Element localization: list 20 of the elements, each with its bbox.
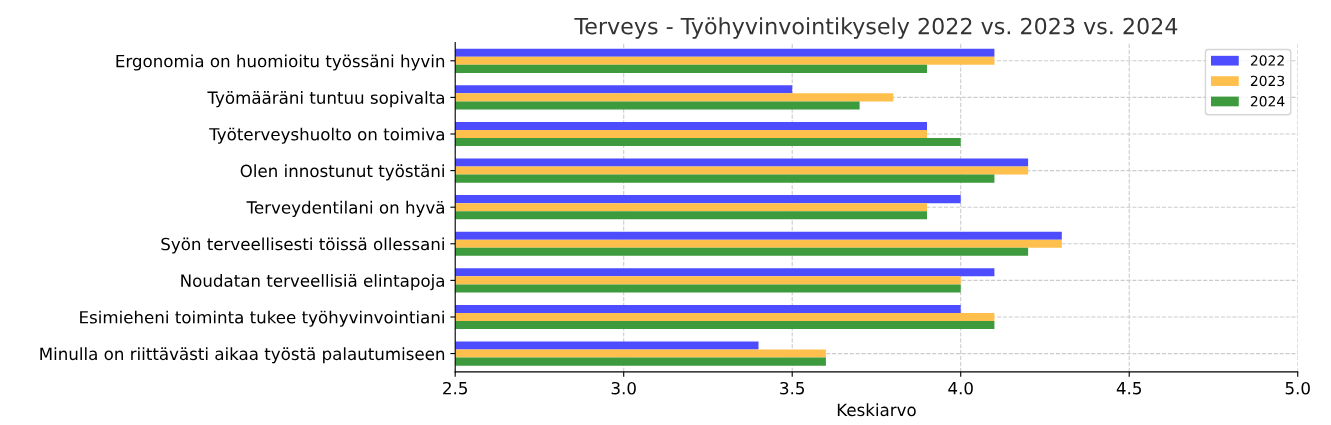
y-tick-label: Esimieheni toiminta tukee työhyvinvointiani [80, 310, 444, 327]
x-axis-title: Keskiarvo [837, 403, 916, 417]
y-tick-label: Ergonomia on huomioitu työssäni hyvin [116, 54, 445, 71]
legend-label: 2024 [1250, 96, 1285, 107]
y-tick-label: Minulla on riittävästi aikaa työstä palautumiseen [40, 347, 445, 364]
x-tick-label: 3.0 [611, 381, 636, 395]
y-tick-label: Syön terveellisesti töissä ollessani [161, 237, 444, 254]
y-tick-label: Työterveyshuolto on toimiva [209, 127, 444, 144]
x-tick-label: 4.0 [948, 381, 973, 395]
legend-label: 2022 [1250, 55, 1284, 66]
y-tick-label: Terveydentilani on hyvä [246, 200, 444, 217]
x-tick-label: 4.5 [1116, 382, 1142, 395]
legend-label: 2023 [1250, 75, 1285, 87]
x-tick-label: 5.0 [1285, 381, 1310, 395]
y-tick-label: Noudatan terveellisiä elintapoja [181, 274, 444, 291]
chart-title: Terveys - Työhyvinvointikysely 2022 vs. 2023 vs. 2024 [574, 17, 1178, 39]
y-tick-label: Työmääräni tuntuu sopivalta [207, 91, 444, 108]
x-tick-label: 3.5 [780, 381, 805, 395]
x-tick-label: 2.5 [443, 381, 467, 395]
y-tick-label: Olen innostunut työstäni [240, 164, 444, 181]
